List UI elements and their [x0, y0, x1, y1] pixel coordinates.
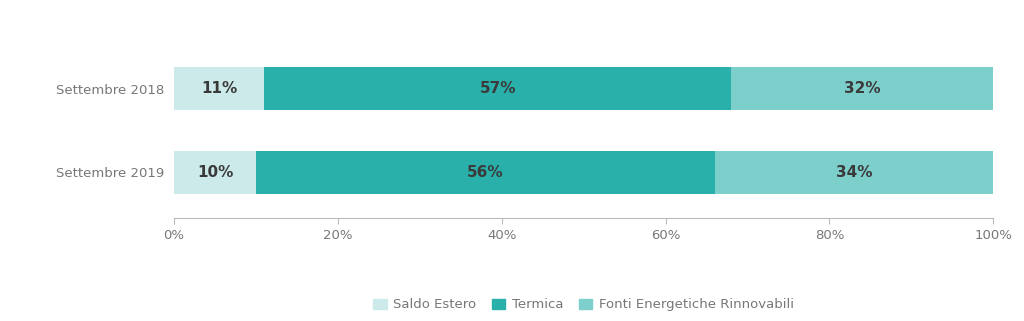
Legend: Saldo Estero, Termica, Fonti Energetiche Rinnovabili: Saldo Estero, Termica, Fonti Energetiche…	[368, 293, 800, 317]
Text: 11%: 11%	[201, 81, 238, 96]
Text: 56%: 56%	[467, 165, 504, 180]
Bar	[731, 67, 993, 110]
Bar	[264, 67, 731, 110]
Text: 34%: 34%	[836, 165, 872, 180]
Text: 57%: 57%	[479, 81, 516, 96]
Bar	[174, 151, 256, 194]
Bar	[715, 151, 993, 194]
Bar	[256, 151, 715, 194]
Text: 32%: 32%	[844, 81, 881, 96]
Bar	[174, 67, 264, 110]
Text: 10%: 10%	[197, 165, 233, 180]
